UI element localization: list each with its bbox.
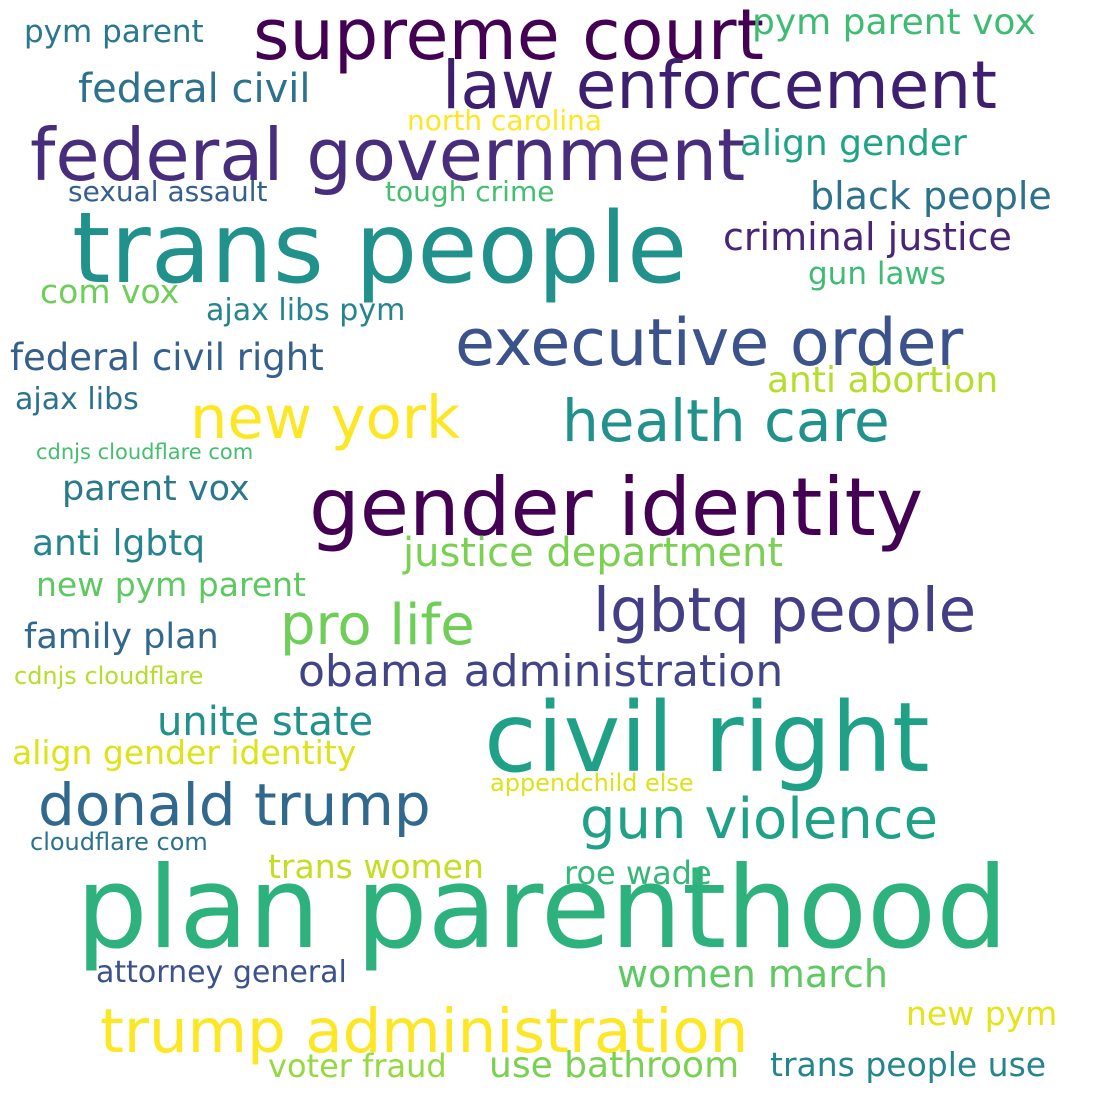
word-plan-parenthood: plan parenthood (76, 842, 1008, 974)
word-new-pym-parent: new pym parent (36, 565, 306, 604)
word-pro-life: pro life (280, 593, 475, 658)
word-trump-administration: trump administration (100, 996, 749, 1067)
word-voter-fraud: voter fraud (268, 1047, 447, 1085)
word-women-march: women march (617, 952, 888, 996)
word-anti-lgbtq: anti lgbtq (32, 523, 206, 564)
word-health-care: health care (562, 387, 890, 455)
word-ajax-libs: ajax libs (15, 382, 139, 417)
word-unite-state: unite state (157, 699, 374, 745)
word-anti-abortion: anti abortion (767, 360, 999, 401)
word-gender-identity: gender identity (309, 461, 924, 554)
word-new-york: new york (190, 383, 461, 452)
word-trans-people-use: trans people use (770, 1045, 1047, 1084)
word-law-enforcement: law enforcement (442, 47, 997, 124)
word-align-gender: align gender (740, 123, 967, 164)
word-use-bathroom: use bathroom (489, 1045, 740, 1086)
word-justice-department: justice department (403, 530, 784, 576)
word-donald-trump: donald trump (38, 771, 431, 839)
word-executive-order: executive order (455, 306, 964, 381)
word-pym-parent: pym parent (24, 14, 204, 50)
word-align-gender-identity: align gender identity (12, 733, 357, 772)
word-tough-crime: tough crime (385, 175, 555, 208)
word-attorney-general: attorney general (96, 955, 347, 990)
word-federal-government: federal government (30, 113, 746, 197)
word-com-vox: com vox (40, 272, 180, 311)
word-trans-women: trans women (268, 847, 484, 886)
word-parent-vox: parent vox (62, 469, 250, 509)
word-gun-violence: gun violence (580, 787, 939, 852)
word-civil-right: civil right (484, 682, 930, 794)
word-cdnjs-cloudflare-com: cdnjs cloudflare com (36, 440, 254, 464)
word-cloudflare-com: cloudflare com (30, 828, 208, 856)
word-lgbtq-people: lgbtq people (593, 575, 977, 646)
word-pym-parent-vox: pym parent vox (752, 2, 1036, 43)
word-trans-people: trans people (72, 192, 688, 306)
word-supreme-court: supreme court (253, 0, 764, 76)
word-gun-laws: gun laws (808, 256, 946, 292)
word-north-carolina: north carolina (407, 104, 603, 137)
word-black-people: black people (810, 174, 1052, 218)
word-obama-administration: obama administration (298, 646, 784, 697)
word-federal-civil: federal civil (78, 66, 311, 112)
word-ajax-libs-pym: ajax libs pym (206, 293, 406, 328)
word-appendchild-else: appendchild else (490, 769, 694, 797)
word-roe-wade: roe wade (564, 854, 712, 892)
word-sexual-assault: sexual assault (68, 175, 268, 208)
word-federal-civil-right: federal civil right (10, 336, 324, 379)
word-criminal-justice: criminal justice (723, 215, 1012, 259)
word-cdnjs-cloudflare: cdnjs cloudflare (14, 662, 204, 690)
word-family-plan: family plan (24, 617, 219, 657)
word-new-pym: new pym (906, 994, 1058, 1033)
